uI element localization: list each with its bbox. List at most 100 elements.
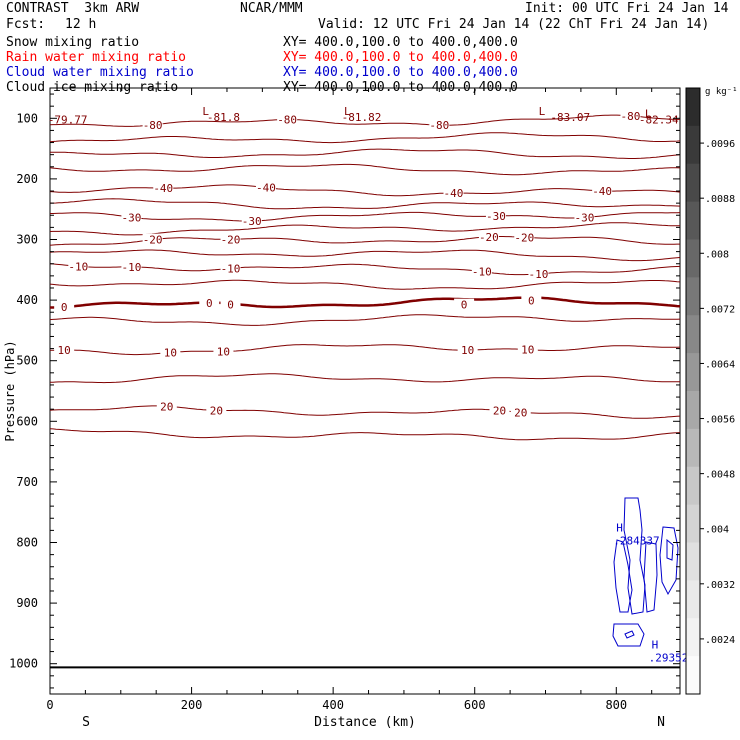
forecast-hour: 12 h	[65, 17, 97, 32]
contour-label-knockout	[277, 113, 298, 126]
colorbar-segment	[686, 542, 700, 581]
contour-label: -10	[68, 260, 88, 273]
y-tick-label: 700	[16, 475, 38, 489]
cloud-water-contour	[612, 623, 645, 647]
temperature-contour-line	[49, 222, 680, 236]
cloud-water-contour	[643, 541, 658, 613]
y-tick-label: 100	[16, 111, 38, 125]
cloud-water-contour	[613, 539, 633, 613]
contour-label-knockout	[574, 211, 595, 224]
contour-label: -20	[514, 231, 534, 244]
colorbar-segment	[686, 239, 700, 278]
contour-label-knockout	[241, 215, 262, 228]
contour-label-knockout	[429, 119, 450, 132]
contour-label-knockout	[213, 345, 234, 358]
colorbar-frame	[685, 87, 701, 695]
forecast-label: Fcst:	[6, 17, 46, 32]
contour-label-knockout	[514, 231, 535, 244]
contour-label: 0	[528, 295, 535, 308]
colorbar-label: .0048	[705, 470, 735, 481]
contour-label-knockout	[485, 210, 506, 223]
colorbar-segment	[686, 125, 700, 165]
colorbar-segment	[686, 656, 700, 695]
x-tick-label: 400	[322, 698, 344, 712]
temperature-contour-line	[49, 163, 681, 176]
x-axis-title: Distance (km)	[314, 715, 416, 730]
contour-label-knockout	[620, 109, 641, 122]
contour-label: -20	[221, 233, 241, 246]
temperature-contour-line	[50, 198, 681, 210]
temperature-contour-line	[49, 249, 681, 262]
cloud-water-contour	[666, 538, 674, 561]
temperature-contour-line	[49, 114, 680, 127]
colorbar-label: .0056	[705, 415, 735, 426]
colorbar-label: .0032	[705, 580, 735, 591]
contour-label-knockout	[521, 294, 542, 307]
contour-label: 20	[210, 404, 223, 417]
contour-label: 20	[160, 400, 173, 413]
colorbar-label: .008	[705, 249, 729, 260]
contour-label-knockout	[489, 404, 510, 417]
low-marker: L	[539, 105, 546, 118]
contour-label: -30	[121, 211, 141, 224]
cloud-water-contour	[623, 497, 646, 615]
temperature-contour-line	[49, 148, 681, 159]
contour-label: -30	[486, 210, 506, 223]
contour-label-knockout	[478, 230, 499, 243]
colorbar-segment	[686, 504, 700, 543]
contour-label-knockout	[528, 267, 549, 280]
colorbar-label: .0024	[705, 635, 735, 646]
contour-label: 10	[521, 344, 534, 357]
colorbar-segment	[686, 353, 700, 392]
contour-label: 0	[206, 297, 213, 310]
colorbar-segment	[686, 428, 700, 468]
contour-label: 10	[217, 345, 230, 358]
x-end-label-north: N	[657, 715, 665, 730]
cloud-water-maximum-marker: H	[652, 638, 659, 651]
colorbar-label: .0096	[705, 139, 735, 150]
contour-label: -80	[277, 114, 297, 127]
contour-label: 20	[514, 406, 527, 419]
colorbar-label: .0088	[705, 194, 735, 205]
contour-label-knockout	[592, 184, 613, 197]
temperature-contour-line	[49, 132, 681, 144]
contour-label-knockout	[206, 404, 227, 417]
contour-label-knockout	[142, 118, 163, 131]
x-end-label-south: S	[82, 715, 90, 730]
org-title: NCAR/MMM	[240, 1, 303, 16]
cloud-water-maximum-value: .284337	[613, 534, 659, 547]
contour-label-knockout	[517, 343, 538, 356]
contour-label: -30	[575, 212, 595, 225]
contour-label-knockout	[220, 262, 241, 275]
x-tick-label: 0	[46, 698, 53, 712]
contour-label-knockout	[54, 344, 75, 357]
contour-label-knockout	[156, 400, 177, 413]
colorbar-segment	[686, 580, 700, 619]
y-tick-label: 900	[16, 596, 38, 610]
temperature-contour-line	[49, 279, 681, 290]
field-name-rain: Rain water mixing ratio	[6, 50, 187, 65]
y-tick-label: 500	[16, 354, 38, 368]
colorbar-label: .004	[705, 525, 729, 536]
contour-label: 20	[493, 404, 506, 417]
contour-label: -10	[121, 261, 141, 274]
colorbar-segment	[686, 618, 700, 657]
low-marker: L	[344, 105, 351, 118]
contour-label-knockout	[121, 260, 142, 273]
colorbar-label: .0072	[705, 304, 735, 315]
colorbar-label: .0064	[705, 359, 735, 370]
y-tick-label: 200	[16, 172, 38, 186]
x-tick-label: 600	[464, 698, 486, 712]
contour-label-knockout	[199, 297, 220, 310]
contour-label: -40	[256, 182, 276, 195]
y-tick-label: 300	[16, 233, 38, 247]
colorbar-segment	[686, 391, 700, 430]
temperature-minimum-value: -83.07	[550, 111, 590, 124]
temperature-minimum-value: -82.34	[639, 114, 679, 127]
low-marker: L	[645, 107, 652, 120]
y-tick-label: 1000	[9, 657, 38, 671]
contour-label-knockout	[454, 298, 475, 311]
contour-label: -80	[429, 119, 449, 132]
